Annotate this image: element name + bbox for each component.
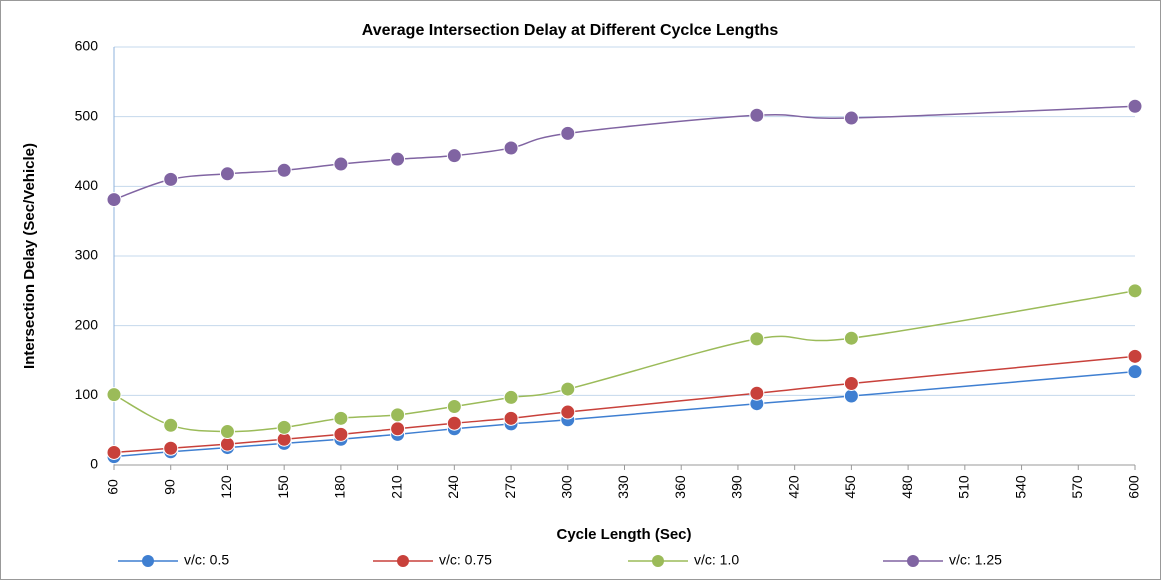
data-point — [446, 148, 462, 164]
data-point — [503, 389, 519, 405]
data-point — [219, 166, 235, 182]
x-axis-label: Cycle Length (Sec) — [556, 526, 691, 543]
y-tick-label: 200 — [75, 316, 99, 332]
data-point — [333, 426, 349, 442]
x-tick-label: 540 — [1012, 475, 1028, 499]
data-point — [163, 440, 179, 456]
x-tick-label: 210 — [388, 475, 404, 499]
data-point — [163, 417, 179, 433]
x-tick-label: 450 — [842, 475, 858, 499]
x-tick-label: 570 — [1069, 475, 1085, 499]
x-tick-label: 360 — [672, 475, 688, 499]
x-tick-label: 480 — [899, 475, 915, 499]
y-tick-label: 400 — [75, 177, 99, 193]
legend-label: v/c: 0.75 — [439, 552, 492, 568]
legend-marker — [397, 555, 409, 567]
data-point — [749, 385, 765, 401]
x-tick-label: 330 — [615, 475, 631, 499]
y-tick-label: 500 — [75, 107, 99, 123]
data-point — [749, 331, 765, 347]
x-tick-label: 90 — [161, 479, 177, 495]
x-tick-label: 390 — [729, 475, 745, 499]
y-axis-label: Intersection Delay (Sec/Vehicle) — [21, 143, 38, 369]
data-point — [749, 107, 765, 123]
x-tick-label: 180 — [332, 475, 348, 499]
data-point — [446, 415, 462, 431]
data-point — [390, 151, 406, 167]
data-point — [843, 388, 859, 404]
data-point — [1127, 98, 1143, 114]
data-point — [843, 110, 859, 126]
x-tick-label: 510 — [956, 475, 972, 499]
legend-label: v/c: 0.5 — [184, 552, 229, 568]
legend-marker — [142, 555, 154, 567]
data-point — [219, 436, 235, 452]
x-tick-label: 270 — [502, 475, 518, 499]
data-point — [843, 330, 859, 346]
data-point — [106, 444, 122, 460]
y-tick-label: 600 — [75, 38, 99, 54]
data-point — [333, 410, 349, 426]
data-point — [390, 407, 406, 423]
data-point — [1127, 283, 1143, 299]
legend-marker — [652, 555, 664, 567]
data-point — [1127, 348, 1143, 364]
data-point — [1127, 364, 1143, 380]
data-point — [163, 171, 179, 187]
legend-label: v/c: 1.0 — [694, 552, 739, 568]
data-point — [106, 192, 122, 208]
x-tick-label: 420 — [785, 475, 801, 499]
data-point — [219, 424, 235, 440]
x-tick-label: 150 — [275, 475, 291, 499]
y-tick-label: 0 — [90, 456, 98, 472]
x-tick-label: 600 — [1126, 475, 1142, 499]
x-tick-label: 120 — [218, 475, 234, 499]
data-point — [503, 410, 519, 426]
chart-title: Average Intersection Delay at Different … — [362, 22, 779, 39]
data-point — [276, 419, 292, 435]
data-point — [503, 140, 519, 156]
data-point — [106, 387, 122, 403]
data-point — [843, 375, 859, 391]
x-tick-label: 240 — [445, 475, 461, 499]
data-point — [276, 162, 292, 178]
x-tick-label: 300 — [558, 475, 574, 499]
legend-label: v/c: 1.25 — [949, 552, 1002, 568]
x-tick-label: 60 — [105, 479, 121, 495]
data-point — [446, 398, 462, 414]
y-tick-label: 300 — [75, 247, 99, 263]
data-point — [333, 156, 349, 172]
data-point — [560, 404, 576, 420]
legend-marker — [907, 555, 919, 567]
data-point — [390, 421, 406, 437]
y-tick-label: 100 — [75, 386, 99, 402]
data-point — [560, 125, 576, 141]
data-point — [560, 381, 576, 397]
